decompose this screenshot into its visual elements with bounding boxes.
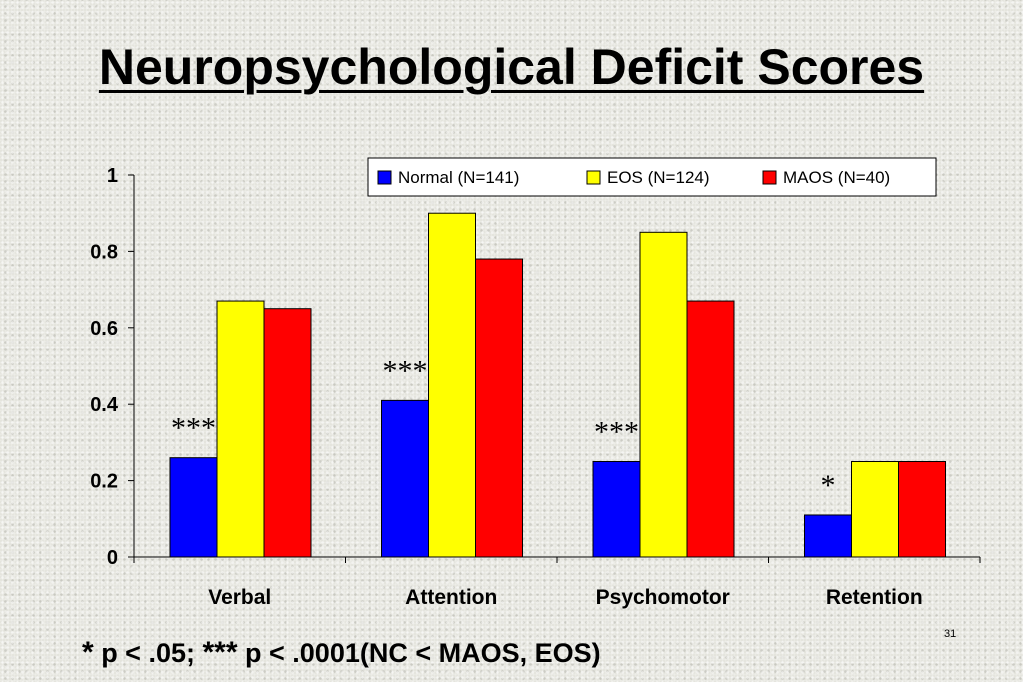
x-tick-label: Psychomotor	[596, 586, 730, 609]
legend-swatch	[762, 170, 777, 185]
bar-psychomotor-series-2	[639, 231, 688, 558]
bar-attention-series-3	[475, 258, 523, 558]
footnote-text-1: p < .05;	[93, 638, 203, 668]
legend-label: Normal (N=141)	[398, 168, 519, 187]
bar-psychomotor-series-3	[686, 300, 735, 558]
x-tick-label: Retention	[826, 586, 923, 609]
significance-footnote: * p < .05; *** p < .0001(NC < MAOS, EOS)	[82, 636, 601, 670]
bar-retention-series-2	[851, 461, 899, 558]
y-tick-label: 0.4	[90, 394, 119, 416]
bar-retention-series-3	[898, 461, 946, 558]
significance-marker: *	[821, 469, 836, 502]
slide-number: 31	[944, 628, 957, 640]
legend-swatch	[377, 170, 392, 185]
legend-swatch	[586, 170, 601, 185]
x-tick-label: Attention	[405, 586, 497, 609]
x-tick-label: Verbal	[208, 586, 271, 609]
bar-psychomotor-series-1	[592, 461, 641, 558]
bar-attention-series-2	[428, 212, 476, 558]
footnote-triple-star: ***	[202, 636, 238, 669]
footnote-single-star: *	[82, 636, 94, 669]
y-tick-label: 0.2	[90, 471, 118, 493]
legend-box	[367, 157, 937, 197]
bar-verbal-series-1	[169, 457, 218, 558]
y-tick-label: 0.8	[90, 241, 118, 263]
y-tick-label: 0.6	[90, 318, 118, 340]
y-tick-label: 1	[107, 165, 118, 187]
bar-verbal-series-2	[216, 300, 265, 558]
bar-attention-series-1	[381, 399, 429, 558]
bar-verbal-series-3	[263, 308, 312, 558]
y-tick-label: 0	[107, 547, 118, 569]
significance-marker: ***	[383, 354, 428, 387]
legend-label: MAOS (N=40)	[783, 168, 890, 187]
footnote-text-2: p < .0001(NC < MAOS, EOS)	[237, 638, 601, 668]
significance-marker: ***	[594, 416, 639, 449]
slide-title: Neuropsychological Deficit Scores	[98, 39, 925, 95]
significance-marker: ***	[171, 412, 216, 445]
legend-label: EOS (N=124)	[607, 168, 710, 187]
bar-retention-series-1	[804, 514, 852, 558]
